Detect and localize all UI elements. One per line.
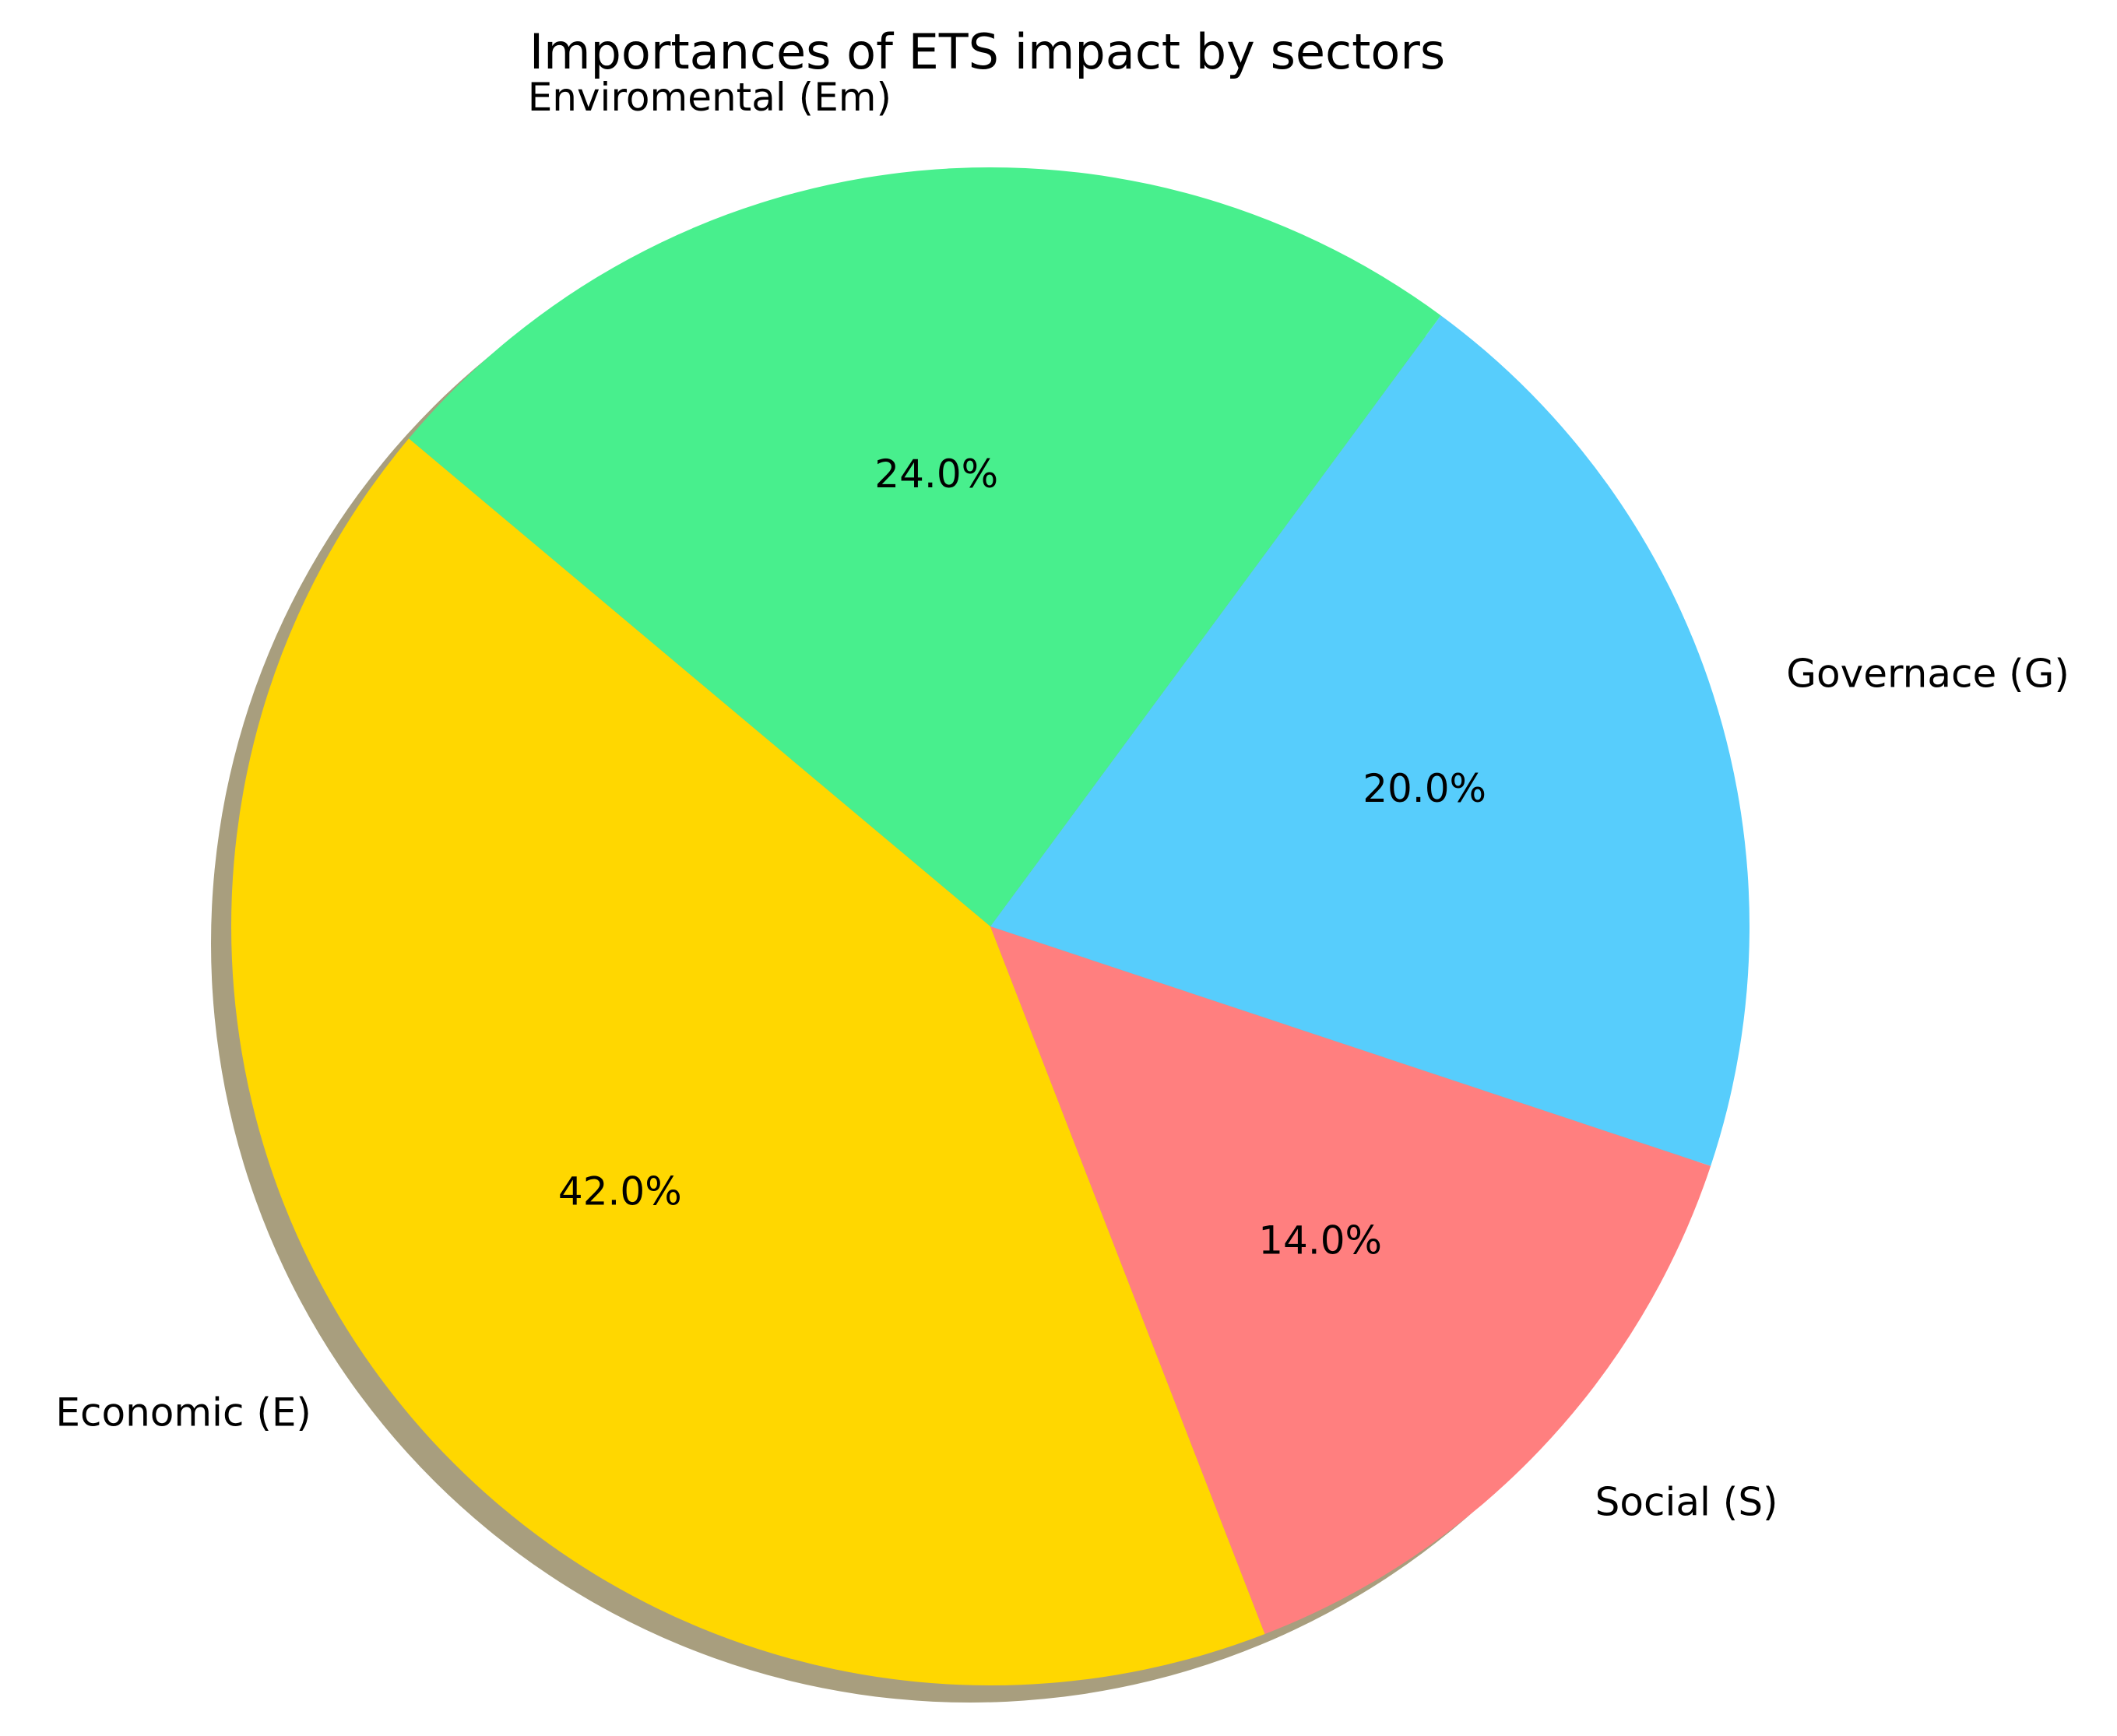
pie-category-label-economic-e: Economic (E): [55, 1390, 311, 1435]
pie-slice-economic-e: [230, 438, 1265, 1685]
chart-title: Importances of ETS impact by sectors: [529, 23, 1445, 80]
pie-slice-enviromental-em: [409, 167, 1441, 927]
pie-percent-label-economic-e: 42.0%: [558, 1169, 682, 1214]
pie-percent-label-social-s: 14.0%: [1258, 1218, 1382, 1263]
pie-category-label-enviromental-em: Enviromental (Em): [528, 75, 891, 120]
pie-category-labels: Economic (E) Social (S) Governace (G) Envir…: [55, 75, 2070, 1525]
pie-slice-social-s: [990, 926, 1711, 1635]
pie-slices: [230, 167, 1750, 1685]
pie-category-label-governace-g: Governace (G): [1786, 652, 2070, 697]
pie-percent-label-enviromental-em: 24.0%: [874, 452, 998, 497]
pie-percent-labels: 42.0% 14.0% 20.0% 24.0%: [558, 452, 1486, 1263]
pie-percent-label-governace-g: 20.0%: [1363, 766, 1486, 811]
pie-slice-governace-g: [990, 315, 1750, 1166]
pie-category-label-social-s: Social (S): [1595, 1480, 1778, 1525]
